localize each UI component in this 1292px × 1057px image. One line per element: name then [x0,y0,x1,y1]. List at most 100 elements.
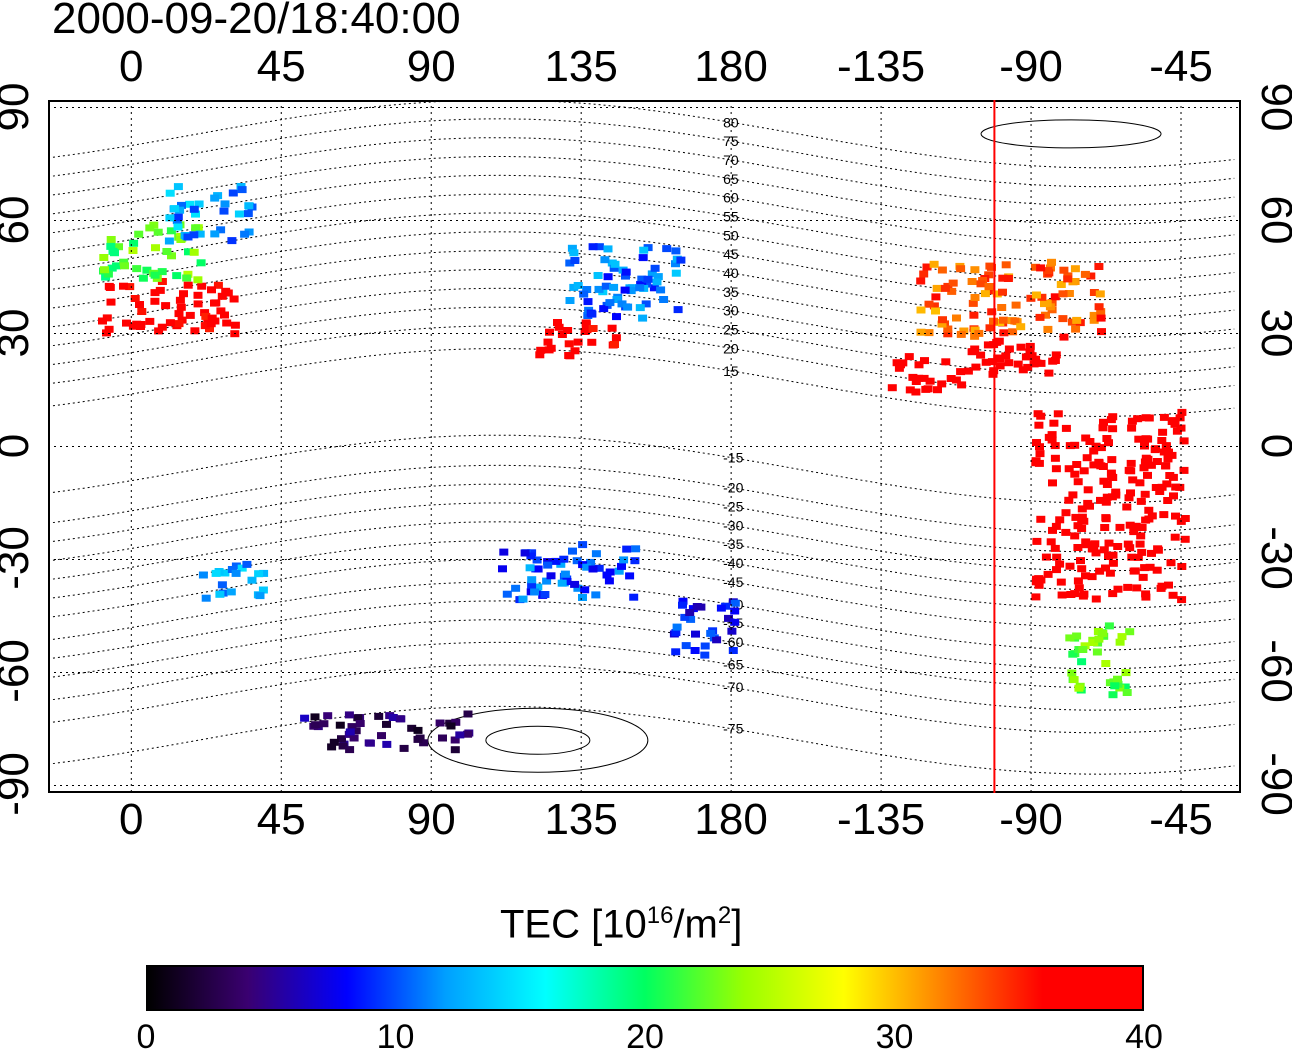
tec-data-cell [1115,523,1125,531]
tec-data-cell [240,230,250,238]
tec-data-cell [1047,431,1057,439]
tec-data-cell [502,590,512,598]
tec-data-cell [1146,461,1156,469]
tec-data-cell [1107,456,1117,464]
tec-data-cell [173,213,183,221]
tec-data-cell [1165,472,1175,479]
tec-data-cell [223,289,233,297]
tec-data-cell [1044,369,1054,377]
tec-data-cell [300,714,310,722]
colorbar-tick-label: 40 [1125,1018,1163,1056]
tec-data-cell [1111,491,1121,499]
north-pole-contour [980,119,1162,149]
tec-data-cell [728,647,738,654]
tec-data-cell [165,214,175,222]
tec-data-cell [992,290,1002,298]
tec-data-cell [1130,567,1140,575]
tec-data-cell [102,329,111,337]
left-latitude-tick: 90 [0,82,38,132]
tec-data-cell [1068,650,1078,658]
tec-data-cell [132,265,142,273]
tec-data-cell [638,314,648,322]
tec-data-cell [150,297,160,305]
tec-data-cell [1010,317,1020,325]
tec-data-cell [1003,275,1013,282]
tec-data-cell [1077,658,1087,666]
tec-data-cell [1051,522,1061,530]
tec-data-cell [1101,564,1110,572]
tec-data-cell [1096,314,1106,322]
tec-data-cell [617,562,626,570]
tec-data-cell [951,376,961,384]
tec-data-cell [217,292,227,300]
tec-data-cell [1064,496,1074,504]
contour-line [48,118,1235,188]
tec-data-cell [1113,543,1123,550]
tec-data-cell [943,325,953,333]
contour-label: 35 [723,284,739,300]
contour-line [48,156,1235,225]
tec-data-cell [1034,421,1044,429]
tec-data-cell [1087,573,1097,581]
tec-data-cell [128,247,138,254]
tec-data-cell [175,296,185,304]
tec-data-cell [1072,632,1082,640]
tec-data-cell [987,358,997,366]
contour-line [48,521,1235,591]
tec-data-cell [1115,684,1125,692]
tec-data-cell [1050,442,1060,450]
tec-data-cell [696,603,706,611]
tec-data-cell [1126,489,1135,497]
colorbar-tick-label: 30 [875,1018,914,1056]
top-longitude-tick: 135 [544,42,618,91]
tec-data-cell [1043,325,1053,333]
tec-data-cell [629,593,639,601]
tec-data-cell [635,284,645,292]
tec-data-cell [914,361,924,369]
tec-data-cell [581,319,591,327]
tec-data-cell [1050,454,1060,462]
tec-data-cell [570,580,580,588]
tec-data-cell [984,271,994,279]
tec-data-cell [1113,675,1122,683]
tec-data-cell [580,586,590,594]
tec-data-cell [1125,628,1135,636]
tec-data-cell [1059,333,1069,341]
tec-data-cell [374,712,384,720]
right-latitude-tick: -90 [1252,752,1292,817]
left-latitude-tick: 0 [0,406,39,486]
tec-data-cell [594,243,604,251]
tec-data-cell [1177,408,1187,416]
tec-data-cell [237,186,247,194]
tec-data-cell [1141,414,1151,422]
tec-data-cell [104,325,114,333]
tec-data-cell [1032,291,1041,299]
tec-data-cell [956,330,966,338]
tec-data-cell [932,284,942,292]
contour-line [48,483,1235,553]
contour-line [48,306,1235,376]
tec-data-cell [573,584,583,592]
tec-data-cell [911,388,921,396]
tec-data-cell [230,321,240,329]
tec-data-cell [119,258,129,266]
tec-data-cell [1052,553,1062,561]
tec-data-cell [1056,578,1066,586]
tec-data-cell [551,557,561,565]
tec-data-cell [1101,498,1111,506]
tec-data-cell [1108,474,1118,481]
tec-data-cell [610,260,620,268]
tec-data-cell [611,334,621,342]
bottom-longitude-tick: -45 [1149,795,1213,844]
tec-data-cell [1134,435,1144,443]
tec-data-cell [413,726,423,734]
right-latitude-tick: -30 [1252,526,1292,591]
tec-data-cell [337,735,346,743]
tec-data-cell [1071,325,1081,333]
tec-data-cell [610,341,619,348]
tec-data-cell [1089,461,1099,469]
tec-data-cell [1121,669,1131,677]
tec-data-cell [600,256,610,264]
tec-data-cell [157,278,167,285]
contour-line [48,250,1235,319]
